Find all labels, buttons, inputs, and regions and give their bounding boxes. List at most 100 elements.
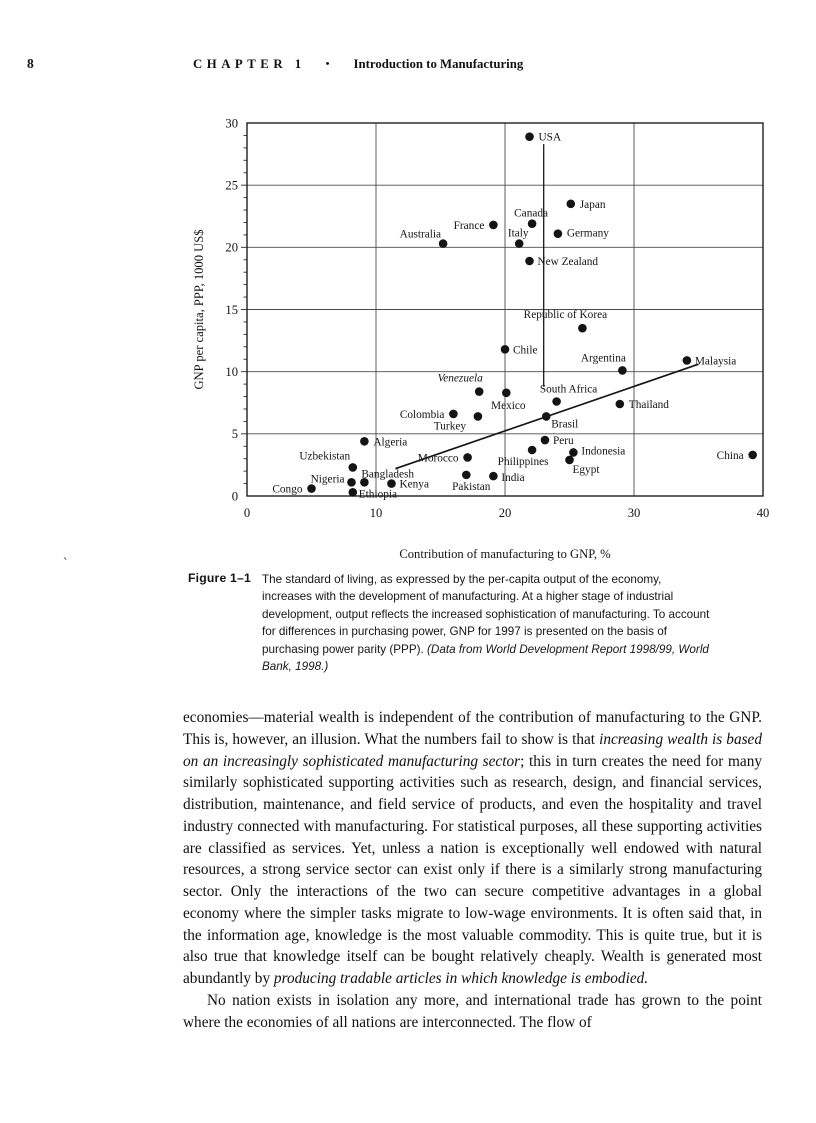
data-point-mexico: Mexico [491,388,526,412]
data-point-indonesia: Indonesia [569,445,625,457]
data-point-republic-of-korea: Republic of Korea [524,309,607,333]
data-point-argentina: Argentina [581,352,627,375]
point-label: Egypt [573,464,601,476]
header-bullet-separator: • [325,58,330,70]
point-marker [540,435,550,445]
x-tick-label: 40 [757,506,770,520]
data-point-congo: Congo [272,484,316,496]
figure-caption: Figure 1–1 The standard of living, as ex… [188,571,712,675]
body-paragraph: economies—material wealth is independent… [183,707,762,990]
y-tick-label: 30 [225,116,238,130]
point-label: China [717,450,744,462]
point-label: Republic of Korea [524,309,607,321]
point-marker [525,132,534,141]
point-marker [473,412,483,421]
point-marker [566,199,576,209]
text-run: economies—material wealth is independent… [183,709,762,748]
point-label: Uzbekistan [299,450,350,462]
point-label: Italy [508,228,529,240]
point-label: Bangladesh [361,468,414,480]
point-label: Canada [514,208,548,220]
data-point-bangladesh: Bangladesh [360,468,414,487]
data-point-kenya: Kenya [387,479,429,491]
x-tick-label: 0 [244,506,250,520]
point-marker [489,471,498,481]
point-label: India [501,472,524,484]
point-label: Peru [553,435,574,447]
point-label: Indonesia [581,445,625,457]
point-marker [348,487,358,497]
y-tick-label: 20 [225,241,238,255]
point-marker [578,323,587,333]
figure-label: Figure 1–1 [188,571,251,585]
scan-stray-mark: ` [60,555,69,573]
figure-caption-text: The standard of living, as expressed by … [262,571,712,675]
data-point-algeria: Algeria [360,436,407,448]
point-label: Germany [567,228,609,240]
point-label: Kenya [399,479,428,491]
data-point-venezuela: Venezuela [438,373,484,396]
data-point-ethiopia: Ethiopia [348,487,397,500]
point-marker [569,448,578,457]
data-point-japan: Japan [566,199,606,211]
data-point-thailand: Thailand [615,399,669,411]
x-tick-label: 10 [370,506,383,520]
italic-text-run: (Data from World Development Report 1998… [262,642,709,674]
point-marker [307,484,316,493]
data-point-uzbekistan: Uzbekistan [299,450,358,472]
data-point-philippines: Philippines [498,445,549,468]
point-label: New Zealand [538,256,599,268]
point-marker [449,409,458,419]
data-point-turkey: Turkey [434,412,483,432]
point-marker [748,450,757,460]
point-marker [387,479,396,488]
figure-1-1-scatter-chart: 0 5 10 15 20 25 30 0 10 20 30 40 USA Japan Canada Franc… [180,106,802,572]
data-point-france: France [454,220,498,232]
point-label: Brasil [551,418,578,430]
data-point-china: China [717,450,757,462]
data-point-south-africa: South Africa [540,384,597,406]
x-axis-title: Contribution of manufacturing to GNP, % [399,547,611,561]
running-header: CHAPTER 1 • Introduction to Manufacturing [193,57,523,72]
data-point-new-zealand: New Zealand [525,256,598,268]
italic-text-run: producing tradable articles in which kno… [273,970,649,987]
point-label: Morocco [418,452,459,464]
point-label: Philippines [498,456,549,468]
point-marker [474,387,484,396]
y-tick-label: 0 [232,489,238,503]
point-marker [618,366,627,375]
scatter-plot-svg: 0 5 10 15 20 25 30 0 10 20 30 40 USA Japan Canada Franc… [192,116,770,561]
point-label: South Africa [540,384,597,396]
body-text: economies—material wealth is independent… [183,707,762,1033]
data-point-italy: Italy [508,228,529,248]
point-label: Algeria [373,436,407,448]
data-point-morocco: Morocco [418,452,472,464]
data-point-germany: Germany [553,228,609,240]
data-point-india: India [489,471,525,484]
data-point-egypt: Egypt [565,455,601,476]
point-label: Congo [272,484,302,496]
point-label: Venezuela [438,373,484,385]
point-marker [552,397,561,406]
point-marker [463,453,472,462]
y-tick-label: 25 [225,178,238,192]
point-label: Mexico [491,400,526,412]
point-marker [615,399,625,409]
y-axis-title: GNP per capita, PPP, 1000 US$ [192,229,206,389]
point-marker [489,220,498,230]
data-point-peru: Peru [540,435,574,447]
point-marker [682,356,692,365]
text-run: No nation exists in isolation any more, … [183,991,762,1031]
point-marker [553,229,563,238]
point-marker [348,463,358,472]
text-run: ; this in turn creates the need for many… [183,752,762,988]
data-point-brasil: Brasil [541,412,578,430]
page-number: 8 [27,56,34,71]
point-label: Japan [580,199,606,211]
point-label: Chile [513,344,537,356]
point-marker [500,344,510,354]
point-marker [347,478,356,487]
point-label: Pakistan [452,481,491,493]
data-point-usa: USA [525,132,562,144]
